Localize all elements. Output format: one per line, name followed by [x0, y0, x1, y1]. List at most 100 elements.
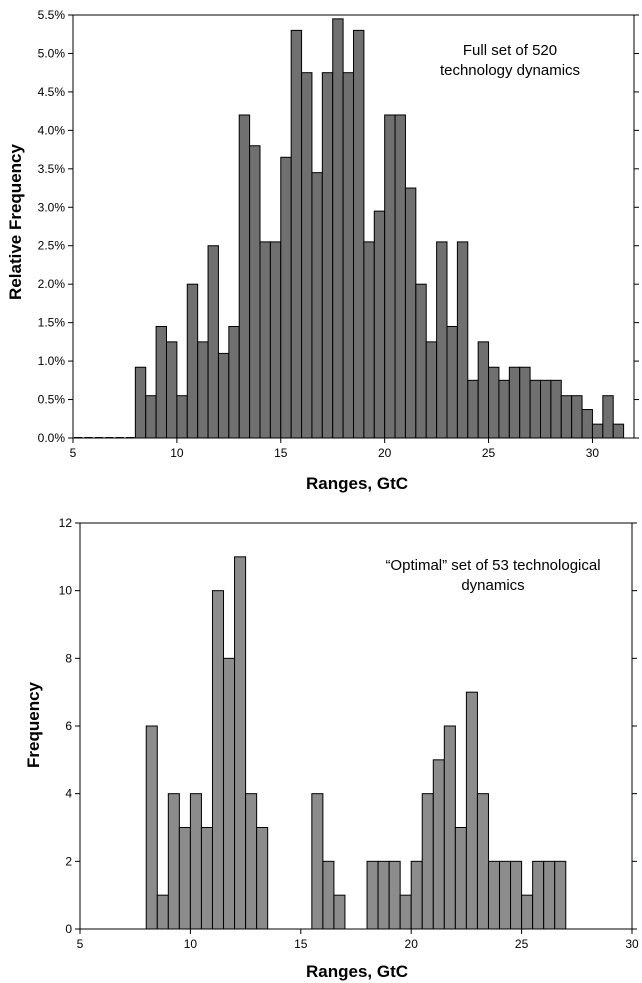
bar-0-12: [197, 341, 209, 439]
bar-1-8: [234, 556, 247, 930]
bar-0-44: [529, 379, 541, 439]
bar-0-48: [571, 395, 583, 439]
x-tick-label-1-4: 25: [515, 937, 529, 951]
bar-0-10: [176, 395, 188, 439]
x-ticks-full-set: 5 10 15 20 25 30: [70, 438, 600, 460]
y-tick-label-1-3: 6: [65, 719, 72, 733]
bar-0-29: [373, 210, 386, 439]
bar-0-40: [488, 366, 500, 439]
y-tick-label-0-1: 0.5%: [38, 393, 66, 407]
bar-0-31: [394, 114, 406, 439]
bar-0-18: [259, 241, 271, 439]
y-tick-label-1-0: 0: [65, 922, 72, 936]
bar-1-7: [223, 657, 236, 930]
x-tick-label-0-0: 5: [70, 446, 77, 460]
y-tick-label-0-2: 1.0%: [38, 354, 66, 368]
y-axis-title-full-set: Relative Frequency: [6, 144, 25, 300]
bar-0-19: [269, 241, 282, 439]
x-ticks-optimal-set: 5 10 15 20 25 30: [77, 929, 639, 951]
bar-1-3: [178, 827, 191, 930]
x-tick-label-1-0: 5: [77, 937, 84, 951]
bar-0-20: [280, 156, 292, 439]
bar-0-50: [591, 423, 604, 439]
y-tick-label-1-2: 4: [65, 787, 72, 801]
y-tick-label-1-4: 8: [65, 651, 72, 665]
bar-1-16: [388, 860, 401, 930]
bar-1-28: [521, 894, 534, 930]
bar-0-6: [134, 366, 147, 439]
chart-optimal-set: 0 2 4 6 8 10 12 5 10 15 20 25 30 “Optimal” set of 5…: [24, 516, 639, 981]
bar-1-31: [554, 860, 567, 930]
bar-1-13: [333, 894, 346, 930]
bar-0-24: [321, 72, 334, 439]
bar-0-11: [186, 283, 199, 439]
bar-0-7: [145, 395, 157, 439]
bar-1-20: [432, 759, 445, 930]
y-tick-label-0-0: 0.0%: [38, 431, 66, 445]
bar-0-25: [332, 18, 344, 439]
bar-1-22: [454, 827, 467, 930]
y-tick-label-0-6: 3.0%: [38, 200, 66, 214]
plot-frame-optimal-set: [79, 522, 633, 930]
y-ticks-optimal-set: 0 2 4 6 8 10 12: [59, 516, 637, 936]
x-tick-label-0-4: 25: [482, 446, 496, 460]
bars-optimal-set: [145, 556, 567, 930]
bar-0-15: [228, 325, 240, 439]
bar-0-8: [155, 325, 168, 439]
bar-0-43: [519, 366, 531, 439]
bar-1-23: [465, 691, 478, 930]
bar-0-27: [353, 29, 365, 439]
bar-1-29: [532, 860, 545, 930]
chart-full-set: 0.0% 0.5% 1.0% 1.5% 2.0% 2.5% 3.0% 3.5% 4.0% 4.5%…: [6, 8, 639, 493]
y-tick-label-0-10: 5.0%: [38, 46, 66, 60]
x-tick-label-1-2: 15: [294, 937, 308, 951]
bar-1-1: [156, 894, 169, 930]
x-tick-label-0-5: 30: [586, 446, 600, 460]
y-tick-label-0-7: 3.5%: [38, 162, 66, 176]
y-axis-title-optimal-set: Frequency: [24, 681, 43, 768]
bar-1-19: [421, 793, 434, 930]
bar-1-9: [245, 793, 258, 930]
y-tick-label-0-5: 2.5%: [38, 239, 66, 253]
bar-0-17: [249, 145, 261, 439]
bar-0-46: [550, 379, 562, 439]
y-tick-label-0-3: 1.5%: [38, 316, 66, 330]
bar-1-17: [399, 894, 412, 930]
x-axis-title-optimal-set: Ranges, GtC: [306, 962, 408, 981]
bar-1-5: [200, 827, 213, 930]
bar-0-28: [363, 241, 375, 439]
bar-0-16: [238, 114, 251, 439]
bar-0-13: [207, 245, 219, 439]
y-tick-label-0-8: 4.0%: [38, 123, 66, 137]
annotation-full-set-line-2: technology dynamics: [440, 62, 580, 79]
bar-1-27: [510, 860, 523, 930]
bar-0-35: [436, 241, 448, 439]
bar-0-49: [581, 409, 593, 439]
bar-0-45: [540, 379, 552, 439]
y-tick-label-1-1: 2: [65, 854, 72, 868]
y-tick-label-0-11: 5.5%: [38, 8, 66, 22]
bar-0-9: [166, 341, 178, 439]
bar-1-18: [410, 860, 423, 930]
bar-0-39: [477, 341, 490, 439]
bar-1-15: [377, 860, 390, 930]
plot-frame-full-set: [72, 14, 635, 439]
bar-0-38: [467, 379, 479, 439]
x-tick-label-0-3: 20: [378, 446, 392, 460]
annotation-optimal-set-line-2: dynamics: [461, 577, 524, 594]
x-tick-label-0-2: 15: [274, 446, 288, 460]
y-tick-label-0-4: 2.0%: [38, 277, 66, 291]
bar-0-32: [404, 187, 417, 439]
bar-1-24: [476, 793, 489, 930]
bar-0-26: [342, 72, 355, 439]
bar-0-37: [456, 241, 469, 439]
bar-1-30: [543, 860, 556, 930]
bar-0-23: [311, 172, 323, 439]
bar-1-10: [256, 827, 269, 930]
bar-0-34: [425, 341, 438, 439]
bar-0-36: [446, 325, 458, 439]
y-tick-label-1-6: 12: [59, 516, 73, 530]
bar-0-47: [560, 395, 573, 439]
bar-0-42: [508, 366, 521, 439]
bar-1-2: [167, 793, 180, 930]
